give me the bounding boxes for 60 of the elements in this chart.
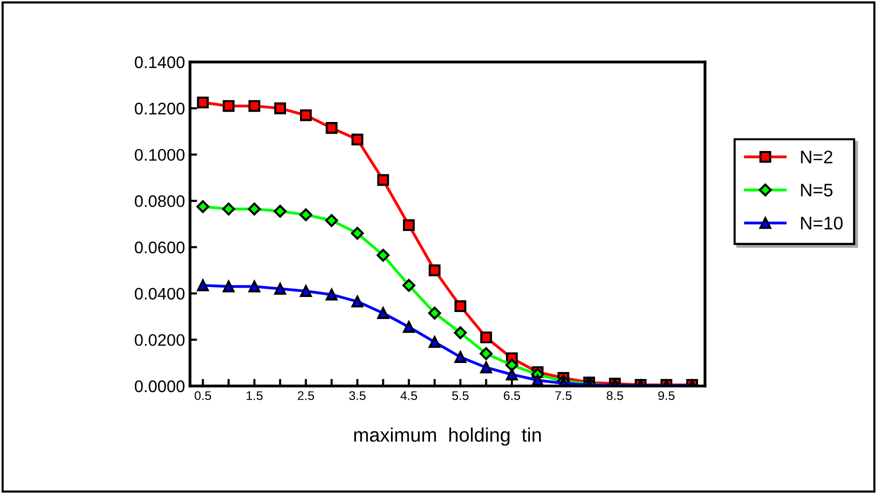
point xyxy=(326,288,338,300)
point xyxy=(454,300,466,312)
y-tick-label: 0.1400 xyxy=(134,56,184,68)
point xyxy=(222,280,235,292)
point xyxy=(505,358,518,372)
point xyxy=(428,264,441,276)
x-tick-label: 9.5 xyxy=(658,391,675,400)
x-axis-title: maximum holding tin xyxy=(354,428,541,446)
point xyxy=(454,326,467,340)
point xyxy=(248,100,260,112)
point xyxy=(325,214,338,227)
x-tick-label: 8.5 xyxy=(606,391,624,400)
point xyxy=(506,368,518,380)
point xyxy=(454,351,466,363)
point xyxy=(402,219,415,232)
point xyxy=(402,321,415,333)
point xyxy=(376,248,390,262)
point xyxy=(274,282,286,295)
point xyxy=(222,100,235,112)
point xyxy=(196,279,209,292)
point xyxy=(326,122,338,134)
point xyxy=(377,174,390,186)
point xyxy=(274,204,287,218)
x-tick-label: 0.5 xyxy=(194,391,212,400)
point xyxy=(196,200,210,214)
x-tick-label: 6.5 xyxy=(504,391,520,400)
y-tick-label: 0.1200 xyxy=(134,102,184,114)
y-tick-label: 0.0800 xyxy=(134,195,184,208)
point xyxy=(428,336,441,348)
point xyxy=(402,278,416,292)
x-tick-label: 7.5 xyxy=(555,391,572,400)
point xyxy=(428,306,442,320)
point xyxy=(222,202,236,216)
point xyxy=(300,109,312,122)
point xyxy=(248,202,261,216)
x-tick-label: 4.5 xyxy=(400,391,418,400)
y-tick-label: 0.0000 xyxy=(134,380,184,392)
legend-label: N=10 xyxy=(801,216,843,230)
point xyxy=(299,208,312,222)
y-tick-label: 0.0400 xyxy=(134,288,184,300)
legend-label: N=5 xyxy=(801,184,832,196)
point xyxy=(480,347,493,360)
point xyxy=(351,134,364,146)
point xyxy=(196,96,209,108)
point xyxy=(300,285,312,298)
point xyxy=(248,280,260,292)
y-tick-label: 0.1000 xyxy=(134,148,184,161)
point xyxy=(480,362,492,374)
point xyxy=(350,226,364,240)
x-tick-label: 5.5 xyxy=(452,391,469,400)
point xyxy=(351,296,364,308)
y-tick-label: 0.0600 xyxy=(134,242,184,254)
point xyxy=(274,102,286,114)
point xyxy=(480,331,492,344)
x-tick-label: 2.5 xyxy=(298,391,314,400)
x-tick-label: 1.5 xyxy=(246,391,263,400)
legend-label: N=2 xyxy=(801,150,832,164)
x-tick-label: 3.5 xyxy=(349,391,366,400)
y-tick-label: 0.0200 xyxy=(134,334,184,346)
point xyxy=(377,307,390,320)
